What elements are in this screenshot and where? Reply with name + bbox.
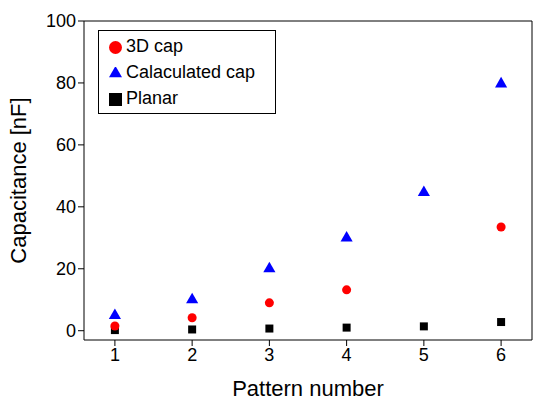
svg-text:60: 60: [56, 135, 76, 155]
svg-text:4: 4: [342, 345, 352, 365]
html-text:3D cap: 3D cap: [126, 36, 183, 56]
svg-text:5: 5: [419, 345, 429, 365]
svg-text:Capacitance [nF]: Capacitance [nF]: [8, 97, 31, 263]
svg-text:80: 80: [56, 73, 76, 93]
html-text:Planar: Planar: [126, 88, 178, 108]
svg-text:Pattern number: Pattern number: [232, 376, 384, 401]
svg-text:100: 100: [46, 11, 76, 31]
svg-text:0: 0: [66, 321, 76, 341]
svg-text:20: 20: [56, 259, 76, 279]
svg-text:1: 1: [110, 345, 120, 365]
html-text:Calaculated cap: Calaculated cap: [126, 62, 256, 82]
svg-text:40: 40: [56, 197, 76, 217]
svg-text:3: 3: [264, 345, 274, 365]
svg-text:2: 2: [187, 345, 197, 365]
svg-text:6: 6: [496, 345, 506, 365]
